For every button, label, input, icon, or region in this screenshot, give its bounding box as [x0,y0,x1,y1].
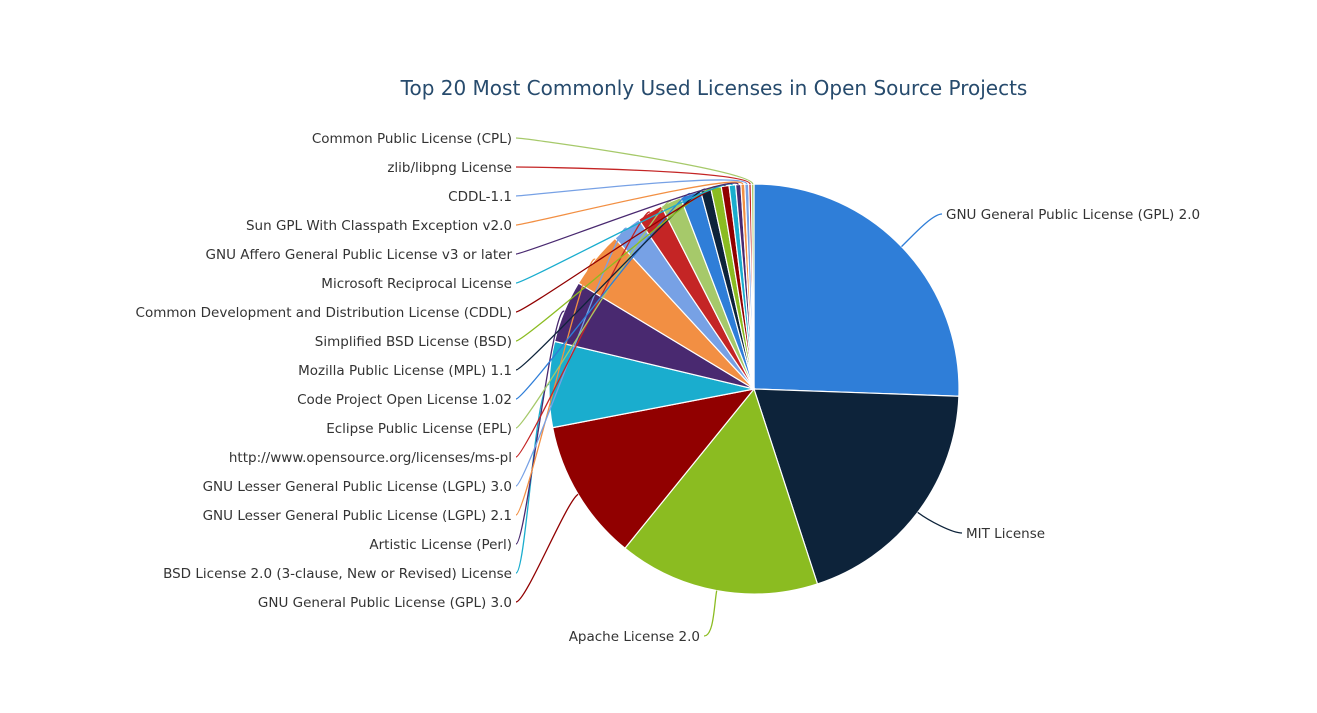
pie-slice-gnu-general-public-license-gpl-3-0[interactable] [551,388,756,550]
connector-cddl-1-1 [515,179,748,197]
connector-apache-license-2-0 [703,590,718,637]
connector-gnu-affero-general-public-license-v3-or-later [515,182,739,255]
pie-slice-gnu-general-public-license-gpl-2-0[interactable] [753,183,960,397]
slice-label-mit-license: MIT License [966,526,1045,542]
slice-label-bsd-license-2-0-3-clause-new-or-revised-license: BSD License 2.0 (3-clause, New or Revise… [163,566,512,582]
connector-eclipse-public-license-epl [515,200,672,429]
slice-label-eclipse-public-license-epl: Eclipse Public License (EPL) [326,421,512,437]
pie-slice-apache-license-2-0[interactable] [624,387,819,595]
slice-label-code-project-open-license-1-02: Code Project Open License 1.02 [297,392,512,408]
labels-layer: GNU General Public License (GPL) 2.0 MIT … [136,131,1201,645]
slice-label-gnu-general-public-license-gpl-3-0: GNU General Public License (GPL) 3.0 [258,595,512,611]
slice-label-gnu-lesser-general-public-license-lgpl-3-0: GNU Lesser General Public License (LGPL)… [203,479,512,495]
slice-label-simplified-bsd-license-bsd: Simplified BSD License (BSD) [315,334,512,350]
pie-slice-common-public-license-cpl[interactable] [750,183,755,390]
connectors-layer [515,137,963,637]
connector-mit-license [917,511,963,534]
slice-label-cddl-1-1: CDDL-1.1 [448,189,512,205]
connector-microsoft-reciprocal-license [515,183,733,284]
connector-artistic-license-perl [515,310,565,545]
connector-gnu-general-public-license-gpl-2-0 [901,213,943,248]
slice-label-common-public-license-cpl: Common Public License (CPL) [312,131,512,147]
slice-label-apache-license-2-0: Apache License 2.0 [569,629,700,645]
slice-label-artistic-license-perl: Artistic License (Perl) [369,537,512,553]
slice-label-common-development-and-distribution-license-cddl: Common Development and Distribution Lice… [136,305,512,321]
connector-mozilla-public-license-mpl-1-1 [515,188,707,371]
connector-gnu-lesser-general-public-license-lgpl-3-0 [515,227,628,487]
connector-http-www-opensource-org-licenses-ms-pl [515,211,651,458]
slice-label-microsoft-reciprocal-license: Microsoft Reciprocal License [321,276,512,292]
connector-simplified-bsd-license-bsd [515,186,717,342]
connector-code-project-open-license-1-02 [515,193,692,400]
slice-label-mozilla-public-license-mpl-1-1: Mozilla Public License (MPL) 1.1 [298,363,512,379]
connector-zlib-libpng-license [515,166,751,185]
connector-common-public-license-cpl [515,137,754,185]
slices-layer [548,183,960,595]
connector-sun-gpl-with-classpath-exception-v2-0 [515,181,744,226]
slice-label-gnu-affero-general-public-license-v3-or-later: GNU Affero General Public License v3 or … [206,247,513,263]
slice-label-zlib-libpng-license: zlib/libpng License [387,160,512,176]
connector-gnu-lesser-general-public-license-lgpl-2-1 [515,258,596,516]
slice-label-gnu-general-public-license-gpl-2-0: GNU General Public License (GPL) 2.0 [946,207,1200,223]
slice-label-sun-gpl-with-classpath-exception-v2-0: Sun GPL With Classpath Exception v2.0 [246,218,512,234]
connector-gnu-general-public-license-gpl-3-0 [515,493,579,603]
pie-slice-mit-license[interactable] [753,388,960,585]
slice-label-gnu-lesser-general-public-license-lgpl-2-1: GNU Lesser General Public License (LGPL)… [203,508,512,524]
slice-label-http-www-opensource-org-licenses-ms-pl: http://www.opensource.org/licenses/ms-pl [229,450,512,466]
chart-title: Top 20 Most Commonly Used Licenses in Op… [400,76,1028,100]
